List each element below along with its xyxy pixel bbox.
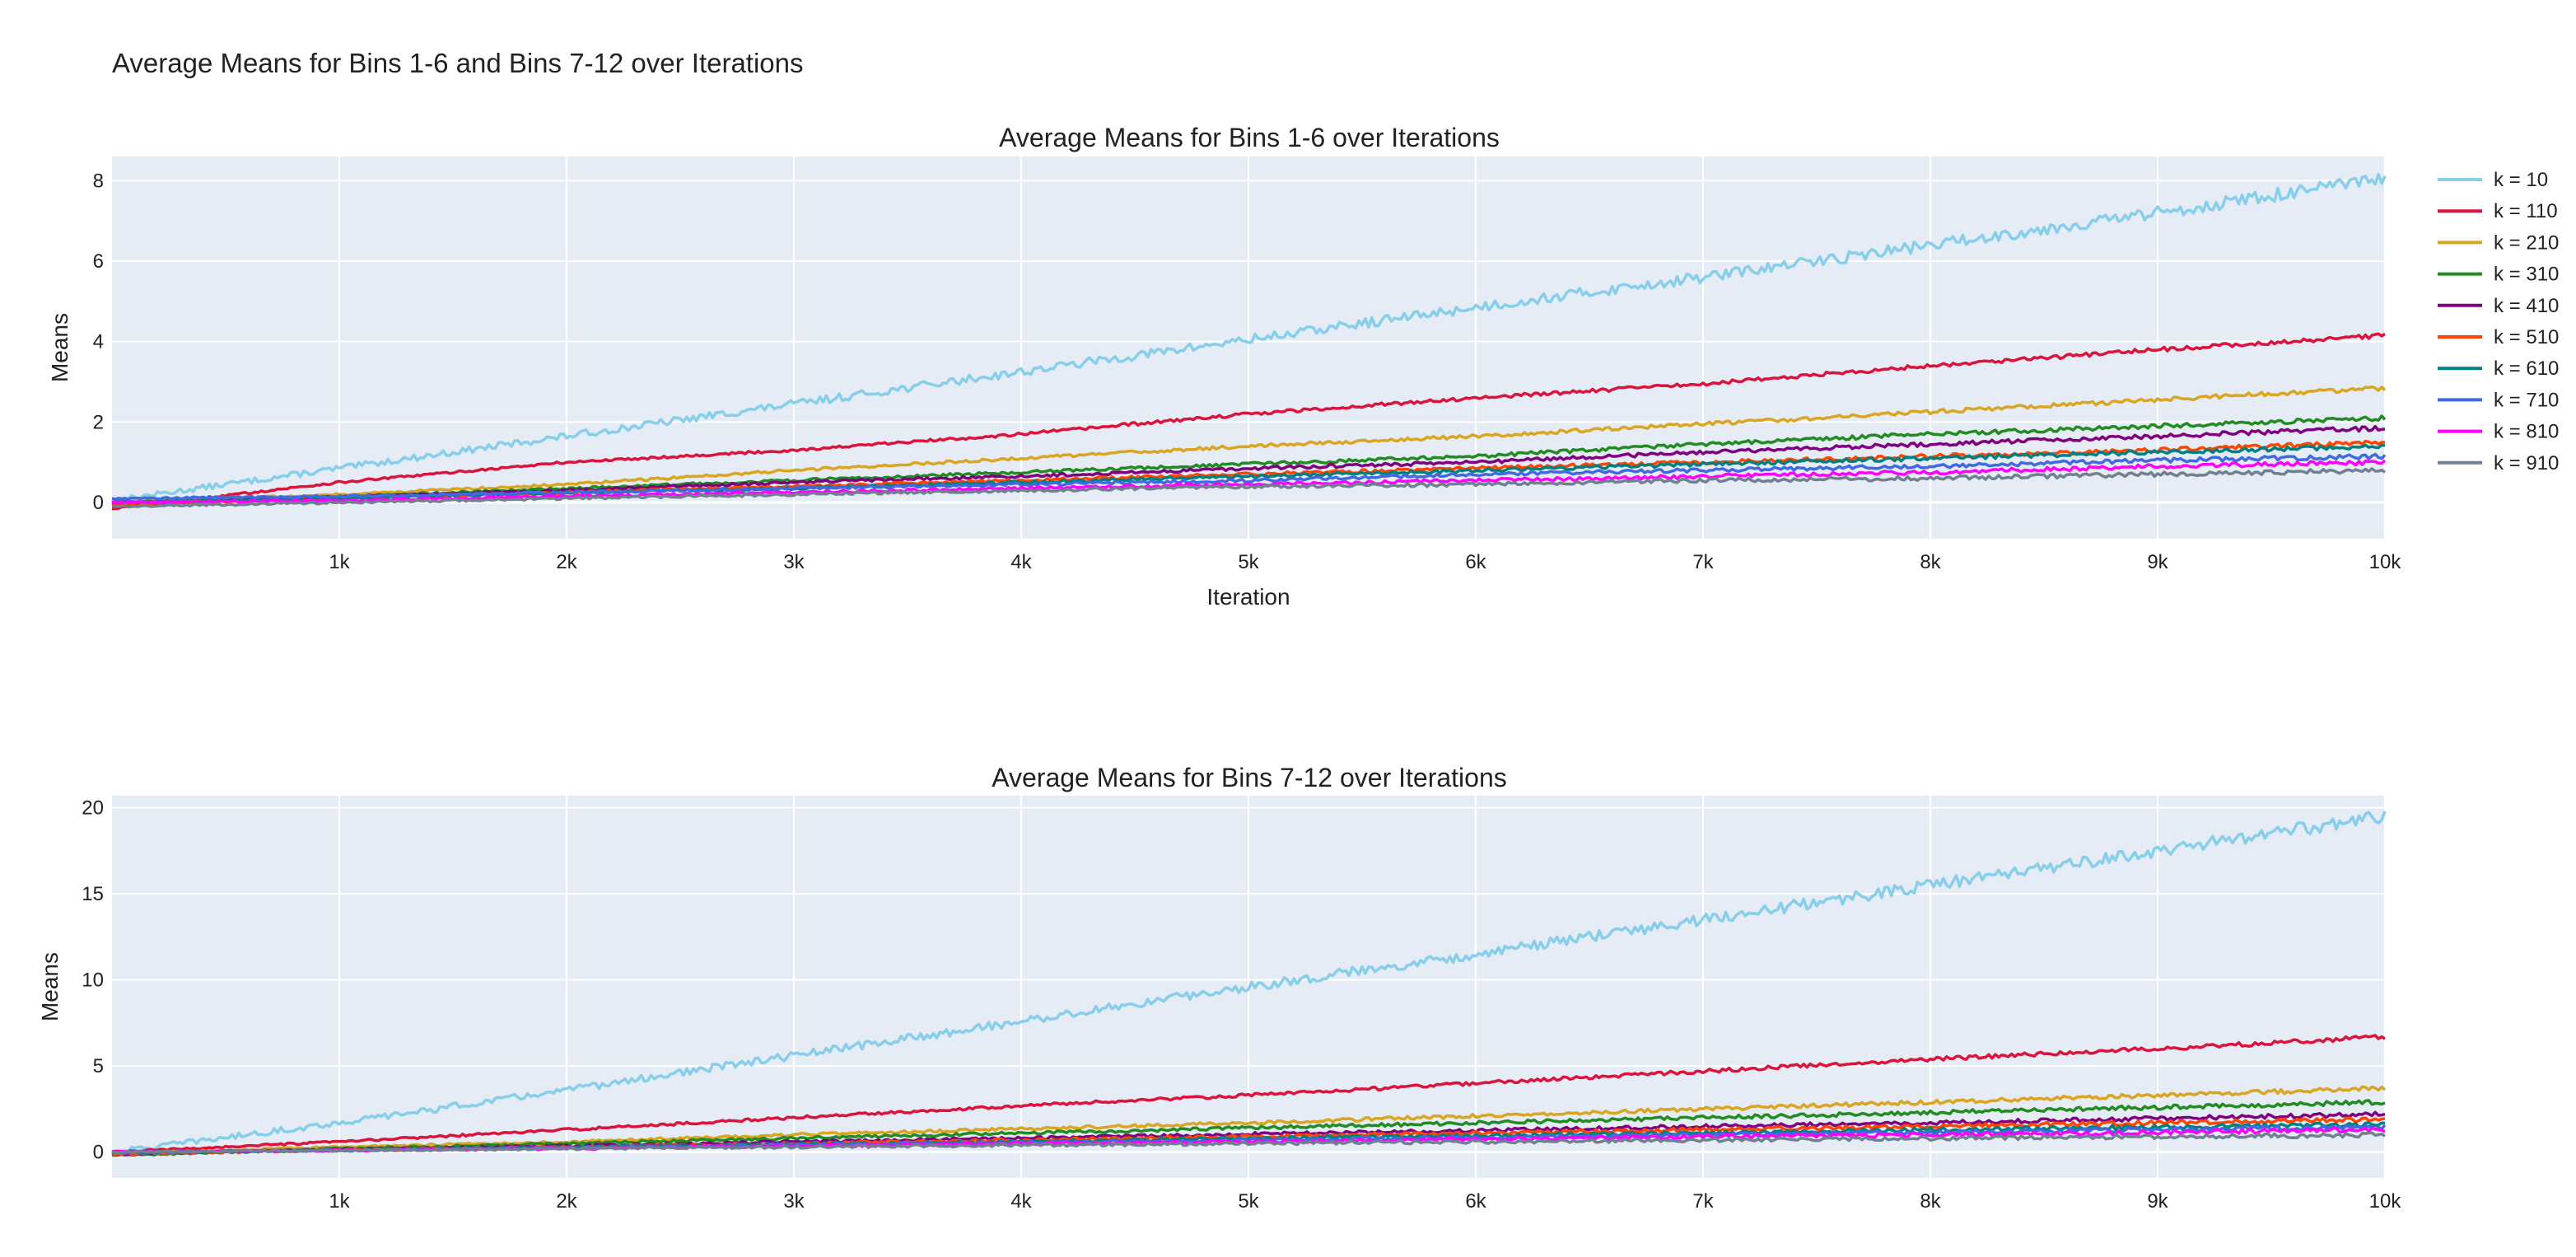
x-tick-label: 6k <box>1465 551 1486 573</box>
y-tick-label: 5 <box>93 1055 104 1077</box>
legend-label: k = 810 <box>2494 421 2559 443</box>
y-tick-label: 2 <box>93 411 104 433</box>
legend-item[interactable]: k = 910 <box>2438 452 2559 474</box>
y-tick-label: 4 <box>93 331 104 353</box>
y-tick-label: 10 <box>82 970 104 992</box>
x-tick-label: 6k <box>1465 1190 1486 1213</box>
legend-item[interactable]: k = 110 <box>2438 200 2558 222</box>
y-axis-title-top: Means <box>47 313 72 382</box>
x-tick-label: 3k <box>783 1190 805 1213</box>
x-tick-label: 9k <box>2147 1190 2168 1213</box>
series-lines-bottom <box>111 811 2387 1157</box>
legend-label: k = 610 <box>2494 357 2559 380</box>
grid-bottom <box>112 796 2386 1178</box>
subplot-bottom: Average Means for Bins 7-12 over Iterati… <box>37 763 2401 1213</box>
subplot-title-bottom: Average Means for Bins 7-12 over Iterati… <box>992 763 1507 792</box>
subplot-title-top: Average Means for Bins 1-6 over Iteratio… <box>999 123 1500 152</box>
x-tick-label: 9k <box>2147 551 2168 573</box>
legend-label: k = 210 <box>2494 231 2559 254</box>
y-tick-label: 0 <box>93 492 104 514</box>
series-line-k-910 <box>111 467 2386 509</box>
legend[interactable]: k = 10 k = 110 k = 210 k = 310 k = 410 k = 51… <box>2438 169 2559 474</box>
x-tick-label: 5k <box>1238 1190 1259 1213</box>
legend-label: k = 110 <box>2494 200 2558 222</box>
y-tick-label: 8 <box>93 170 104 192</box>
x-tick-label: 8k <box>1920 1190 1941 1213</box>
legend-label: k = 310 <box>2494 264 2559 286</box>
x-tick-label: 7k <box>1692 1190 1714 1213</box>
legend-label: k = 10 <box>2494 169 2548 191</box>
legend-item[interactable]: k = 410 <box>2438 295 2559 317</box>
legend-label: k = 510 <box>2494 326 2559 348</box>
x-tick-label: 5k <box>1238 551 1259 573</box>
series-line-k-10 <box>111 172 2387 503</box>
y-tick-label: 15 <box>82 883 104 905</box>
legend-label: k = 910 <box>2494 452 2559 474</box>
x-tick-label: 3k <box>783 551 805 573</box>
series-lines-top <box>111 172 2387 511</box>
x-tick-labels-top: 1k 2k 3k 4k 5k 6k 7k 8k 9k 10k <box>329 551 2401 573</box>
legend-item[interactable]: k = 10 <box>2438 169 2548 191</box>
series-line-k-710 <box>111 452 2387 501</box>
subplot-top: Average Means for Bins 1-6 over Iteratio… <box>47 123 2401 610</box>
y-axis-title-bottom: Means <box>37 952 63 1021</box>
series-line-k-110 <box>111 332 2386 511</box>
legend-item[interactable]: k = 310 <box>2438 264 2559 286</box>
x-tick-label: 10k <box>2369 551 2402 573</box>
x-tick-label: 8k <box>1920 551 1941 573</box>
legend-item[interactable]: k = 810 <box>2438 421 2559 443</box>
y-tick-label: 6 <box>93 250 104 273</box>
legend-label: k = 710 <box>2494 389 2559 411</box>
series-line-k-110 <box>111 1034 2386 1154</box>
grid-top <box>112 157 2386 539</box>
legend-label: k = 410 <box>2494 295 2559 317</box>
y-tick-labels-top: 0 2 4 6 8 <box>93 170 104 514</box>
series-line-k-910 <box>111 1131 2386 1155</box>
x-tick-label: 1k <box>329 551 350 573</box>
legend-item[interactable]: k = 210 <box>2438 231 2559 254</box>
series-line-k-10 <box>111 811 2387 1156</box>
legend-item[interactable]: k = 510 <box>2438 326 2559 348</box>
x-axis-title-top: Iteration <box>1206 584 1290 610</box>
y-tick-label: 0 <box>93 1142 104 1164</box>
x-tick-labels-bottom: 1k 2k 3k 4k 5k 6k 7k 8k 9k 10k <box>329 1190 2401 1213</box>
y-tick-label: 20 <box>82 797 104 820</box>
legend-item[interactable]: k = 610 <box>2438 357 2559 380</box>
legend-item[interactable]: k = 710 <box>2438 389 2559 411</box>
series-line-k-810 <box>111 459 2387 505</box>
x-tick-label: 4k <box>1010 551 1032 573</box>
x-tick-label: 1k <box>329 1190 350 1213</box>
x-tick-label: 2k <box>556 1190 577 1213</box>
x-tick-label: 7k <box>1692 551 1714 573</box>
x-tick-label: 4k <box>1010 1190 1032 1213</box>
y-tick-labels-bottom: 0 5 10 15 20 <box>82 797 104 1164</box>
x-tick-label: 2k <box>556 551 577 573</box>
series-line-k-310 <box>111 1099 2386 1157</box>
x-tick-label: 10k <box>2369 1190 2402 1213</box>
series-line-k-210 <box>111 385 2387 505</box>
figure-title: Average Means for Bins 1-6 and Bins 7-12… <box>112 48 804 78</box>
